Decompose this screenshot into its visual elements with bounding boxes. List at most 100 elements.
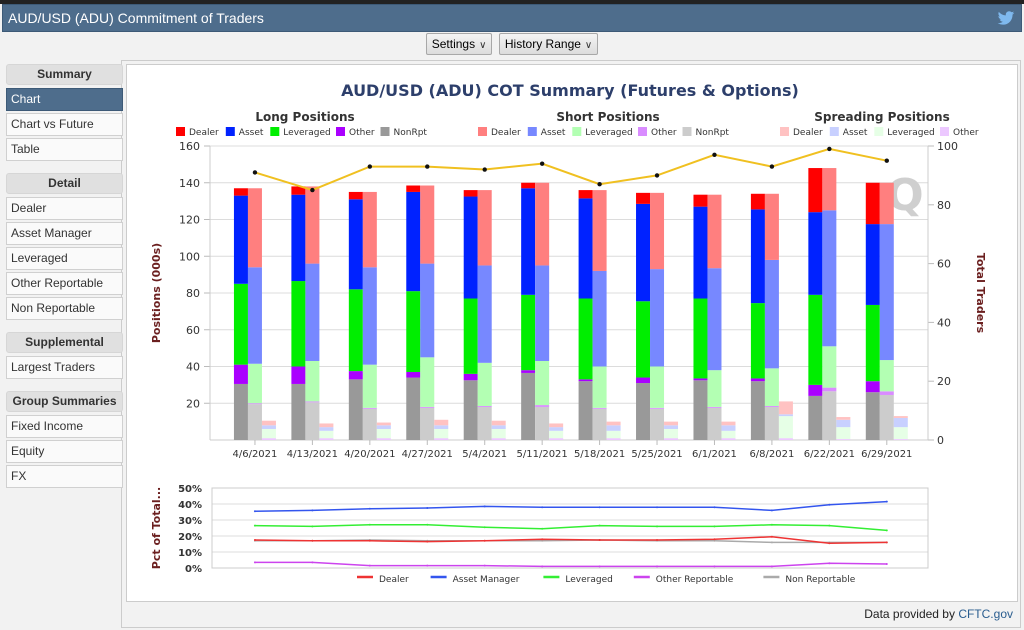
bar-1-other xyxy=(650,407,665,409)
bar-0-leveraged xyxy=(636,301,651,378)
bar-2-asset xyxy=(836,419,851,428)
bar-0-dealer xyxy=(348,191,363,200)
bar-1-leveraged xyxy=(477,362,492,407)
twitter-bird-icon[interactable] xyxy=(997,9,1015,27)
pct-legend-label: Asset Manager xyxy=(453,575,520,585)
bar-1-dealer xyxy=(362,191,377,268)
sidebar-item-table[interactable]: Table xyxy=(6,138,123,161)
bar-0-asset xyxy=(521,188,536,295)
pct-point xyxy=(311,509,314,512)
sidebar-item-fixed-income[interactable]: Fixed Income xyxy=(6,415,123,438)
sidebar-item-fx[interactable]: FX xyxy=(6,465,123,488)
bar-0-leveraged xyxy=(750,303,765,379)
pct-point xyxy=(368,539,371,542)
pct-line-asset-manager xyxy=(254,500,887,512)
pct-point xyxy=(713,539,716,542)
sidebar-item-asset-manager[interactable]: Asset Manager xyxy=(6,222,123,245)
bar-1-nonrpt xyxy=(707,407,722,440)
bar-0-nonrpt xyxy=(233,383,248,440)
bar-2-asset xyxy=(549,427,564,431)
bar-1-leveraged xyxy=(592,366,607,408)
sidebar-item-chart-vs-future[interactable]: Chart vs Future xyxy=(6,113,123,136)
sidebar-item-leveraged[interactable]: Leveraged xyxy=(6,247,123,270)
bar-2-dealer xyxy=(893,416,908,418)
bar-2-asset xyxy=(664,425,679,429)
legend-label: Dealer xyxy=(491,128,521,138)
bar-0-leveraged xyxy=(808,294,823,385)
bar-1-other xyxy=(764,406,779,407)
settings-button[interactable]: Settings ∨ xyxy=(425,33,493,55)
history-range-button[interactable]: History Range ∨ xyxy=(498,33,599,55)
bar-2-dealer xyxy=(664,421,679,426)
bar-0-nonrpt xyxy=(636,383,651,440)
x-tick-label: 6/1/2021 xyxy=(692,449,737,460)
bar-1-leveraged xyxy=(764,368,779,407)
bar-1-asset xyxy=(707,268,722,371)
top-edge xyxy=(0,0,1024,4)
legend-swatch xyxy=(829,127,839,136)
pct-tick-label: 30% xyxy=(178,516,202,527)
sidebar-item-chart[interactable]: Chart xyxy=(6,88,123,111)
pct-point xyxy=(713,538,716,541)
y-tick-label: 100 xyxy=(179,250,200,263)
total-traders-point xyxy=(827,146,832,152)
bar-0-dealer xyxy=(463,190,478,197)
x-tick-label: 5/25/2021 xyxy=(631,449,682,460)
pct-point xyxy=(311,561,314,564)
bar-2-asset xyxy=(778,414,793,417)
pct-point xyxy=(713,525,716,528)
y2-tick-label: 20 xyxy=(937,375,951,388)
bar-0-nonrpt xyxy=(406,377,421,440)
pct-tick-label: 50% xyxy=(178,484,202,495)
bar-1-leveraged xyxy=(305,360,320,402)
chart-title: AUD/USD (ADU) COT Summary (Futures & Opt… xyxy=(341,81,799,100)
bar-2-other xyxy=(606,438,621,440)
bar-1-nonrpt xyxy=(247,404,262,440)
bar-2-dealer xyxy=(319,423,334,428)
bar-2-dealer xyxy=(491,420,506,426)
total-traders-point xyxy=(539,161,545,166)
bar-0-nonrpt xyxy=(808,395,823,440)
bar-0-other xyxy=(636,377,651,384)
y2-tick-label: 80 xyxy=(937,199,951,212)
sidebar-item-equity[interactable]: Equity xyxy=(6,440,123,463)
pct-legend-label: Other Reportable xyxy=(656,575,734,585)
pct-point xyxy=(426,564,429,567)
bar-1-asset xyxy=(535,265,550,361)
pct-point xyxy=(656,506,659,509)
bar-0-dealer xyxy=(521,182,536,189)
sidebar-item-dealer[interactable]: Dealer xyxy=(6,197,123,220)
legend-swatch xyxy=(874,127,884,136)
pct-point xyxy=(253,510,256,513)
pct-point xyxy=(368,523,371,526)
sidebar-item-other-reportable[interactable]: Other Reportable xyxy=(6,272,123,295)
bar-0-dealer xyxy=(636,192,651,204)
bar-1-other xyxy=(822,387,837,392)
pct-line-leveraged xyxy=(254,524,887,532)
sidebar-item-non-reportable[interactable]: Non Reportable xyxy=(6,297,123,320)
legend-label: Leveraged xyxy=(887,128,934,138)
pct-point xyxy=(483,526,486,529)
pct-point xyxy=(598,506,601,509)
bar-1-asset xyxy=(650,269,665,367)
legend-label: Dealer xyxy=(793,128,823,138)
pct-point xyxy=(253,561,256,564)
bar-2-asset xyxy=(721,425,736,431)
bar-2-leveraged xyxy=(491,428,506,439)
bar-0-other xyxy=(291,366,306,384)
bar-2-asset xyxy=(261,425,276,429)
bar-0-asset xyxy=(636,203,651,302)
total-traders-point xyxy=(310,187,315,193)
bar-1-leveraged xyxy=(420,357,435,407)
x-tick-label: 6/29/2021 xyxy=(861,449,912,460)
cftc-link[interactable]: CFTC.gov xyxy=(958,607,1013,621)
bar-2-dealer xyxy=(261,420,276,426)
legend-label: Other xyxy=(953,128,979,138)
bar-0-asset xyxy=(291,194,306,282)
pct-point xyxy=(253,539,256,541)
bar-2-dealer xyxy=(778,401,793,415)
sidebar-item-largest-traders[interactable]: Largest Traders xyxy=(6,356,123,379)
bar-0-asset xyxy=(808,212,823,295)
bar-0-dealer xyxy=(750,193,765,210)
bar-1-dealer xyxy=(420,185,435,264)
